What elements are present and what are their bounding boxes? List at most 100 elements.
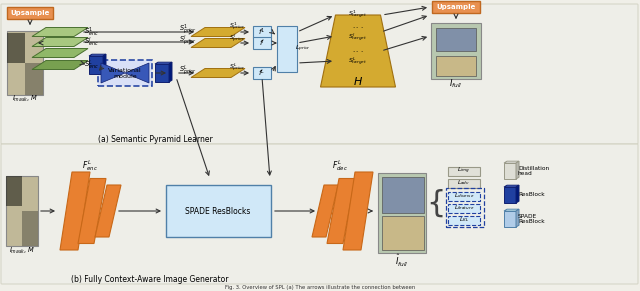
Text: $S^L_{target}$: $S^L_{target}$ (348, 56, 368, 68)
Polygon shape (321, 15, 396, 87)
Text: $\hat{I}_{full}$: $\hat{I}_{full}$ (396, 253, 409, 269)
Text: $L_{prior}$: $L_{prior}$ (295, 44, 311, 54)
Text: (a) Semantic Pyramid Learner: (a) Semantic Pyramid Learner (98, 134, 212, 143)
FancyBboxPatch shape (448, 203, 480, 212)
Polygon shape (169, 62, 172, 82)
Polygon shape (504, 209, 519, 211)
Polygon shape (101, 63, 125, 83)
FancyBboxPatch shape (89, 56, 103, 74)
Polygon shape (191, 28, 245, 36)
Bar (22, 211, 38, 246)
FancyBboxPatch shape (277, 26, 297, 72)
Polygon shape (32, 49, 88, 58)
Bar (382, 216, 424, 250)
Polygon shape (125, 63, 149, 83)
Text: $S^1_{prior}$: $S^1_{prior}$ (179, 23, 196, 37)
Text: $F^L_{dec}$: $F^L_{dec}$ (332, 159, 348, 173)
FancyBboxPatch shape (504, 211, 516, 227)
Text: $I_{full}$: $I_{full}$ (449, 78, 463, 90)
Text: $f^1$: $f^1$ (258, 26, 266, 38)
Polygon shape (103, 54, 106, 74)
Text: $S^l_{target}$: $S^l_{target}$ (348, 32, 368, 44)
FancyBboxPatch shape (504, 187, 516, 203)
Text: $S^l_{prior}$: $S^l_{prior}$ (179, 34, 196, 48)
Polygon shape (60, 172, 90, 250)
Polygon shape (504, 185, 519, 187)
Polygon shape (516, 209, 519, 227)
Text: $S^1_{target}$: $S^1_{target}$ (348, 9, 368, 21)
Polygon shape (32, 28, 88, 36)
Bar (7, 33, 25, 63)
FancyBboxPatch shape (1, 4, 638, 144)
Bar (7, 31, 43, 95)
Text: Variational: Variational (108, 68, 142, 74)
Bar (431, 23, 481, 79)
FancyBboxPatch shape (448, 216, 480, 224)
Bar (6, 176, 38, 246)
Text: $f^L$: $f^L$ (259, 67, 266, 79)
Polygon shape (155, 62, 172, 64)
Polygon shape (516, 161, 519, 179)
FancyBboxPatch shape (253, 37, 271, 49)
Polygon shape (327, 178, 355, 244)
Polygon shape (191, 68, 245, 77)
Polygon shape (343, 172, 373, 250)
FancyBboxPatch shape (166, 185, 271, 237)
Text: $I_{mask}, M$: $I_{mask}, M$ (12, 94, 38, 104)
Text: $L_{img}$: $L_{img}$ (458, 166, 470, 176)
Polygon shape (95, 185, 121, 237)
Text: $I_{mask}, M$: $I_{mask}, M$ (9, 246, 35, 256)
Bar (382, 177, 424, 213)
Text: $S^L_{prior}$: $S^L_{prior}$ (228, 62, 245, 74)
Text: module: module (113, 74, 137, 79)
Text: $L_{feature}$: $L_{feature}$ (454, 203, 474, 212)
FancyBboxPatch shape (504, 163, 516, 179)
Bar (436, 28, 476, 51)
Text: $S^1_{enc}$: $S^1_{enc}$ (84, 25, 99, 39)
Text: $S^1_{prior}$: $S^1_{prior}$ (228, 21, 245, 33)
FancyBboxPatch shape (253, 67, 271, 79)
FancyBboxPatch shape (155, 64, 169, 82)
Polygon shape (504, 161, 519, 163)
FancyBboxPatch shape (1, 144, 638, 284)
Text: $S^L_{enc}$: $S^L_{enc}$ (84, 58, 99, 72)
Text: $S^l_{enc}$: $S^l_{enc}$ (84, 35, 99, 49)
Polygon shape (312, 185, 338, 237)
Text: $\cdot\cdot\cdot$: $\cdot\cdot\cdot$ (352, 23, 364, 29)
Text: SPADE ResBlocks: SPADE ResBlocks (186, 207, 251, 216)
Text: $f^l$: $f^l$ (259, 37, 265, 49)
Text: Upsample: Upsample (436, 4, 476, 10)
FancyBboxPatch shape (253, 26, 271, 38)
Polygon shape (32, 61, 88, 70)
Text: Upsample: Upsample (10, 10, 50, 16)
FancyBboxPatch shape (98, 60, 152, 86)
Text: ResBlock: ResBlock (518, 193, 545, 198)
Text: {: { (426, 189, 445, 217)
Text: $F^L_{enc}$: $F^L_{enc}$ (82, 159, 98, 173)
Text: $\cdot\cdot\cdot$: $\cdot\cdot\cdot$ (352, 47, 364, 53)
FancyBboxPatch shape (448, 178, 480, 187)
FancyBboxPatch shape (448, 166, 480, 175)
Bar (378, 173, 426, 253)
Text: $H$: $H$ (353, 75, 363, 87)
Text: $S^l_{prior}$: $S^l_{prior}$ (228, 33, 245, 45)
Text: Fig. 3. Overview of SPL (a) The arrows illustrate the connection between: Fig. 3. Overview of SPL (a) The arrows i… (225, 285, 415, 290)
Text: $L_{adv}$: $L_{adv}$ (458, 179, 470, 187)
FancyBboxPatch shape (7, 7, 53, 19)
Text: SPADE
ResBlock: SPADE ResBlock (518, 214, 545, 224)
Polygon shape (89, 54, 106, 56)
FancyBboxPatch shape (448, 191, 480, 200)
Bar (6, 176, 22, 206)
Bar (25, 63, 43, 95)
FancyBboxPatch shape (432, 1, 480, 13)
Polygon shape (516, 185, 519, 203)
Text: $L_{diverse}$: $L_{diverse}$ (454, 191, 474, 200)
Text: $L_{KL}$: $L_{KL}$ (459, 216, 469, 224)
Text: $S^L_{prior}$: $S^L_{prior}$ (179, 64, 196, 78)
Polygon shape (32, 38, 88, 47)
Polygon shape (191, 38, 245, 47)
Bar (436, 56, 476, 76)
Text: Distillation
head: Distillation head (518, 166, 549, 176)
Text: (b) Fully Context-Aware Image Generator: (b) Fully Context-Aware Image Generator (71, 276, 228, 285)
Polygon shape (78, 178, 106, 244)
